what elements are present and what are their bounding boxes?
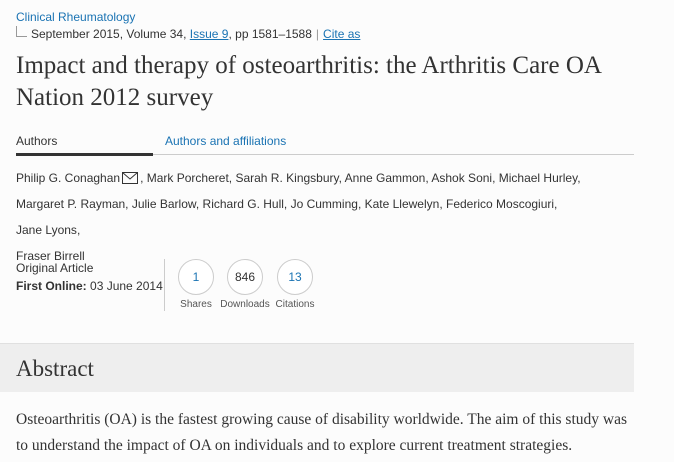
- author-name[interactable]: Sarah R. Kingsbury: [235, 171, 339, 185]
- author-name[interactable]: Jane Lyons: [16, 223, 77, 237]
- shares-label: Shares: [180, 299, 212, 310]
- tab-authors-affiliations[interactable]: Authors and affiliations: [165, 134, 287, 148]
- mail-icon[interactable]: [122, 172, 139, 184]
- tab-authors[interactable]: Authors: [16, 134, 58, 148]
- author-name[interactable]: Michael Hurley: [498, 171, 578, 185]
- issue-separator: |: [315, 27, 320, 41]
- abstract-text: Osteoarthritis (OA) is the fastest growi…: [16, 411, 627, 454]
- metric-citations[interactable]: 13 Citations: [270, 259, 320, 310]
- downloads-count: 846: [227, 259, 263, 295]
- first-online-label: First Online:: [16, 279, 87, 293]
- author-name[interactable]: Ashok Soni: [431, 171, 493, 185]
- active-tab-indicator: [16, 153, 153, 156]
- metric-shares[interactable]: 1 Shares: [171, 259, 221, 310]
- author-list: Philip G. Conaghan, Mark Porcheret, Sara…: [16, 171, 581, 263]
- downloads-label: Downloads: [220, 299, 270, 310]
- author-name[interactable]: Anne Gammon: [344, 171, 426, 185]
- article-type: Original Article: [16, 261, 94, 275]
- article-title: Impact and therapy of osteoarthritis: th…: [16, 52, 601, 111]
- author-name[interactable]: Julie Barlow: [131, 197, 196, 211]
- journal-link[interactable]: Clinical Rheumatology: [16, 10, 136, 24]
- citations-count[interactable]: 13: [277, 259, 313, 295]
- author-name[interactable]: Kate Llewelyn: [364, 197, 440, 211]
- author-tabs: Authors Authors and affiliations: [16, 134, 634, 156]
- issue-date-volume: September 2015, Volume 34,: [31, 27, 187, 41]
- abstract-section-header: Abstract: [0, 343, 634, 392]
- issue-pages: , pp 1581–1588: [228, 27, 312, 41]
- metric-downloads: 846 Downloads: [220, 259, 270, 310]
- first-online-date: 03 June 2014: [90, 279, 163, 293]
- elbow-connector-icon: [16, 25, 27, 37]
- author-name[interactable]: Jo Cumming: [290, 197, 358, 211]
- author-name[interactable]: Margaret P. Rayman: [16, 197, 126, 211]
- author-name[interactable]: Mark Porcheret: [146, 171, 229, 185]
- metrics-divider: [164, 259, 165, 311]
- author-name[interactable]: Philip G. Conaghan: [16, 171, 121, 185]
- cite-as-link[interactable]: Cite as: [323, 27, 361, 41]
- author-name[interactable]: Richard G. Hull: [202, 197, 284, 211]
- abstract-heading: Abstract: [16, 356, 94, 381]
- issue-link[interactable]: Issue 9: [189, 27, 229, 41]
- author-name[interactable]: Fraser Birrell: [16, 249, 85, 263]
- issue-info: September 2015, Volume 34, Issue 9, pp 1…: [16, 25, 361, 41]
- shares-count[interactable]: 1: [178, 259, 214, 295]
- author-name[interactable]: Federico Moscogiuri: [446, 197, 555, 211]
- citations-label: Citations: [275, 299, 315, 310]
- first-online: First Online: 03 June 2014: [16, 279, 163, 293]
